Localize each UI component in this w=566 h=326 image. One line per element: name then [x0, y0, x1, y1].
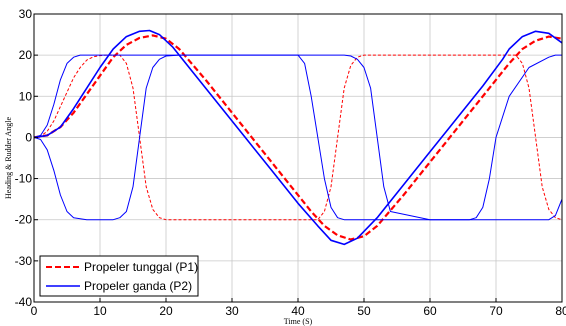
series-line-5 — [34, 54, 562, 221]
series-group — [34, 29, 562, 246]
x-tick-label-20: 20 — [159, 304, 173, 318]
legend: Propeler tunggal (P1) Propeler ganda (P2… — [39, 255, 199, 297]
x-tick-label-30: 30 — [225, 304, 239, 318]
x-tick-label-50: 50 — [357, 304, 371, 318]
x-tick-label-10: 10 — [93, 304, 107, 318]
legend-label-series-1: Propeler tunggal (P1) — [84, 260, 198, 274]
x-tick-label-60: 60 — [423, 304, 437, 318]
x-tick-label-40: 40 — [291, 304, 305, 318]
legend-box — [39, 255, 199, 297]
series-line-2 — [34, 54, 562, 221]
x-axis-label: Time (S) — [284, 317, 313, 326]
series-line-1 — [34, 34, 562, 241]
series-line-4 — [34, 54, 562, 221]
x-tick-label-70: 70 — [489, 304, 503, 318]
y-tick-label--40: -40 — [15, 295, 33, 309]
axis-ticks: 0 10 20 30 40 50 60 70 80 -40 -30 -20 -10 0 10 20 30 — [15, 7, 566, 318]
series-line-3 — [34, 29, 562, 246]
y-tick-label-0: 0 — [25, 130, 32, 144]
x-tick-label-0: 0 — [31, 304, 38, 318]
y-tick-label--30: -30 — [15, 254, 33, 268]
y-tick-label--20: -20 — [15, 213, 33, 227]
y-tick-label-30: 30 — [19, 7, 33, 21]
legend-label-series-2: Propeler ganda (P2) — [84, 279, 192, 293]
y-tick-label--10: -10 — [15, 172, 33, 186]
y-tick-label-20: 20 — [19, 48, 33, 62]
x-tick-label-80: 80 — [555, 304, 566, 318]
y-tick-label-10: 10 — [19, 89, 33, 103]
y-axis-label: Heading & Rudder Angle — [4, 117, 13, 199]
